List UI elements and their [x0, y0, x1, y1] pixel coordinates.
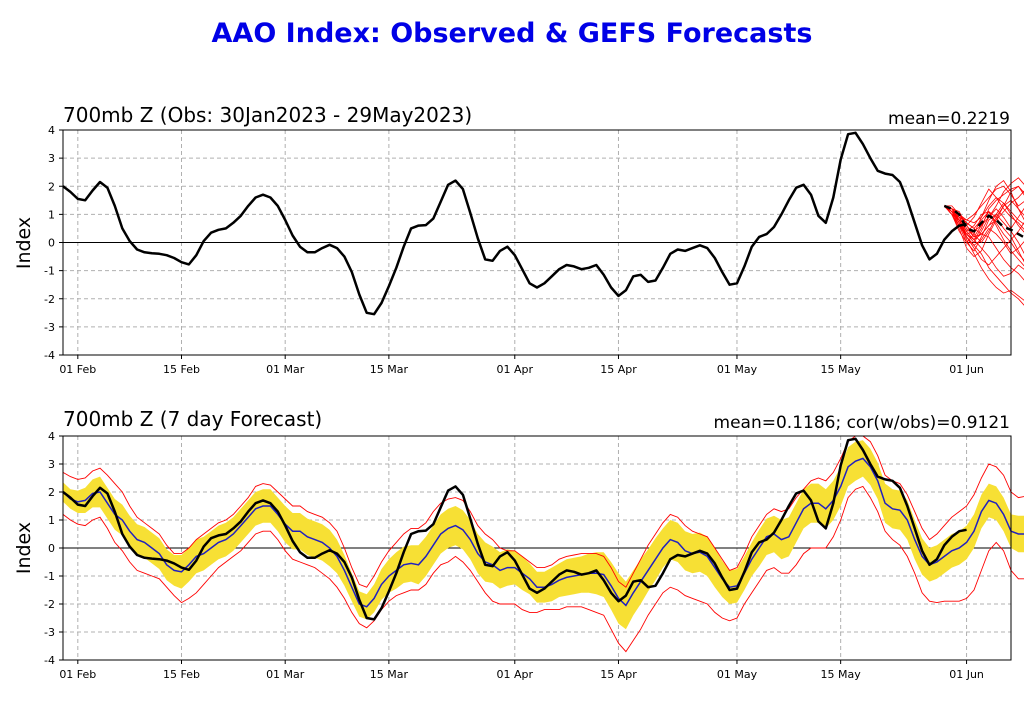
y-tick-label: 4: [48, 430, 55, 443]
y-tick-label: 0: [48, 542, 55, 555]
y-tick-label: -4: [44, 349, 55, 362]
y-tick-label: 0: [48, 237, 55, 250]
x-tick-label: 01 Jun: [949, 668, 984, 681]
forecast-member-line: [944, 205, 1024, 255]
y-tick-label: 3: [48, 152, 55, 165]
x-tick-label: 15 Apr: [600, 668, 637, 681]
x-tick-label: 01 May: [717, 668, 758, 681]
x-tick-label: 15 May: [821, 668, 862, 681]
y-tick-label: 1: [48, 208, 55, 221]
x-tick-label: 01 Mar: [266, 668, 305, 681]
forecast-member-line: [944, 205, 1024, 281]
forecast-mean-line: [943, 204, 1024, 239]
y-tick-label: -2: [44, 598, 55, 611]
forecast-member-line: [944, 185, 1024, 258]
y-tick-label: 2: [48, 486, 55, 499]
ensemble-upper-line: [62, 435, 1024, 588]
observed-line: [62, 131, 967, 316]
x-tick-label: 01 Feb: [59, 363, 96, 376]
y-tick-label: -2: [44, 293, 55, 306]
panel-title: 700mb Z (Obs: 30Jan2023 - 29May2023): [63, 103, 472, 127]
forecast-panel: 700mb Z (7 day Forecast) mean=0.1186; co…: [13, 407, 1024, 681]
x-tick-label: 15 May: [821, 363, 862, 376]
observed-panel: 700mb Z (Obs: 30Jan2023 - 29May2023) mea…: [13, 103, 1024, 376]
x-tick-label: 15 Mar: [370, 363, 409, 376]
spread-band: [63, 440, 1024, 630]
forecast-member-line: [944, 185, 1024, 221]
y-tick-label: -1: [44, 265, 55, 278]
panel-stat-label: mean=0.1186; cor(w/obs)=0.9121: [714, 413, 1010, 433]
x-tick-label: 01 Jun: [949, 363, 984, 376]
y-axis-label: Index: [13, 522, 35, 574]
x-tick-label: 15 Mar: [370, 668, 409, 681]
x-tick-label: 15 Apr: [600, 363, 637, 376]
x-tick-label: 01 Apr: [497, 363, 534, 376]
x-tick-label: 01 Mar: [266, 363, 305, 376]
y-tick-label: -1: [44, 570, 55, 583]
panel-stat-label: mean=0.2219: [888, 109, 1010, 129]
panel-title: 700mb Z (7 day Forecast): [63, 407, 322, 431]
y-tick-label: 4: [48, 124, 55, 137]
x-tick-label: 01 Feb: [59, 668, 96, 681]
y-tick-label: -3: [44, 321, 55, 334]
x-tick-label: 15 Feb: [163, 668, 200, 681]
y-axis-label: Index: [13, 217, 35, 269]
figure-title: AAO Index: Observed & GEFS Forecasts: [211, 18, 813, 49]
ensemble-lower-line: [62, 485, 1024, 653]
x-tick-label: 01 Apr: [497, 668, 534, 681]
y-tick-label: 2: [48, 180, 55, 193]
y-tick-label: -3: [44, 626, 55, 639]
observed-line: [62, 437, 967, 621]
x-tick-label: 01 May: [717, 363, 758, 376]
x-tick-label: 15 Feb: [163, 363, 200, 376]
y-tick-label: 1: [48, 514, 55, 527]
y-tick-label: -4: [44, 654, 55, 667]
y-tick-label: 3: [48, 458, 55, 471]
